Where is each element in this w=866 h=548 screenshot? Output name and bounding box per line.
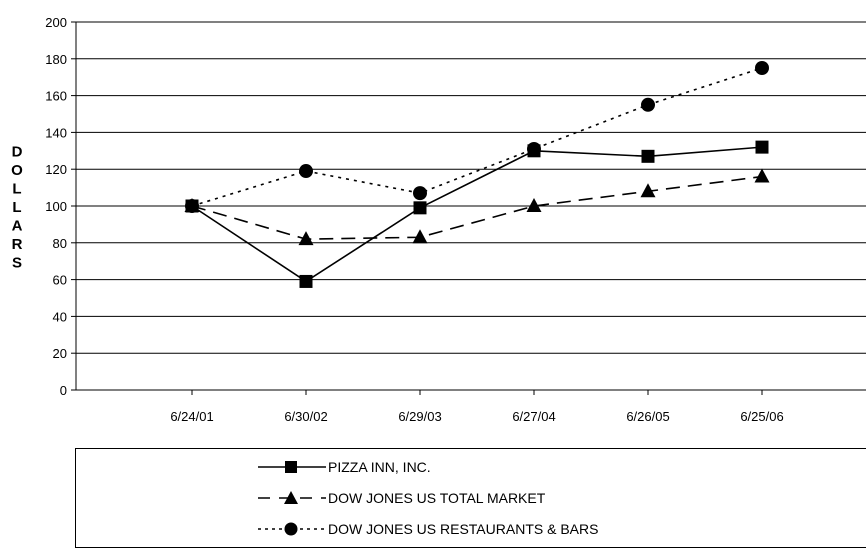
legend: PIZZA INN, INC. DOW JONES US TOTAL MARKE… (75, 448, 866, 548)
data-point-circle (527, 141, 541, 156)
legend-item-dow-jones-total-market: DOW JONES US TOTAL MARKET (256, 486, 545, 510)
y-tick-label: 0 (60, 383, 67, 398)
data-point-triangle (526, 198, 542, 212)
line-chart: 0 20 40 60 80 100 120 140 160 180 200 6/24/01 6/30/… (11, 15, 866, 424)
y-axis-label-letter: A (12, 218, 23, 235)
data-point-circle (641, 97, 655, 112)
data-point-square (299, 274, 313, 288)
series-lines (184, 61, 770, 288)
y-tick-label: 200 (45, 15, 67, 30)
y-tick-label: 80 (53, 236, 67, 251)
legend-label: PIZZA INN, INC. (328, 459, 431, 475)
y-tick-label: 20 (53, 346, 67, 361)
legend-label: DOW JONES US RESTAURANTS & BARS (328, 521, 599, 537)
legend-item-dow-jones-restaurants: DOW JONES US RESTAURANTS & BARS (256, 517, 598, 541)
x-tick-label: 6/29/03 (398, 409, 441, 424)
legend-item-pizza-inn: PIZZA INN, INC. (256, 455, 431, 479)
legend-swatch-square (258, 461, 326, 473)
data-point-triangle (412, 229, 428, 244)
y-tick-label: 100 (45, 199, 67, 214)
y-axis-label-letter: S (12, 255, 22, 272)
y-tick-label: 160 (45, 89, 67, 104)
x-tick-label: 6/30/02 (284, 409, 327, 424)
data-point-square (641, 149, 655, 163)
data-point-triangle (754, 168, 770, 183)
data-point-circle (413, 186, 427, 201)
series-line (191, 175, 763, 240)
y-tick-labels: 0 20 40 60 80 100 120 140 160 180 200 (45, 15, 67, 398)
y-axis-label-letter: O (11, 162, 23, 179)
axes (71, 21, 763, 395)
data-point-square (413, 201, 427, 215)
y-tick-label: 120 (45, 162, 67, 177)
y-axis-label-letter: L (12, 199, 21, 216)
y-tick-label: 140 (45, 125, 67, 140)
y-axis-label-letter: R (12, 236, 23, 253)
x-tick-label: 6/26/05 (626, 409, 669, 424)
data-point-triangle (298, 231, 314, 246)
y-axis-label-letter: D (12, 144, 23, 161)
y-tick-label: 180 (45, 52, 67, 67)
y-tick-label: 40 (53, 309, 67, 324)
y-tick-label: 60 (53, 273, 67, 288)
x-tick-label: 6/25/06 (740, 409, 783, 424)
x-tick-label: 6/27/04 (512, 409, 555, 424)
data-point-circle (755, 61, 769, 75)
gridlines (76, 21, 866, 391)
data-point-triangle (640, 183, 656, 198)
series-line (191, 146, 763, 283)
legend-swatch-triangle (258, 491, 326, 504)
y-axis-label-letter: L (12, 181, 21, 198)
data-point-square (755, 140, 769, 154)
data-point-circle (185, 199, 199, 213)
x-tick-labels: 6/24/01 6/30/02 6/29/03 6/27/04 6/26/05 6/25/… (170, 409, 783, 424)
legend-label: DOW JONES US TOTAL MARKET (328, 490, 546, 506)
x-tick-label: 6/24/01 (170, 409, 213, 424)
series-line (191, 67, 763, 207)
data-point-circle (299, 164, 313, 179)
legend-swatch-circle (258, 522, 326, 536)
